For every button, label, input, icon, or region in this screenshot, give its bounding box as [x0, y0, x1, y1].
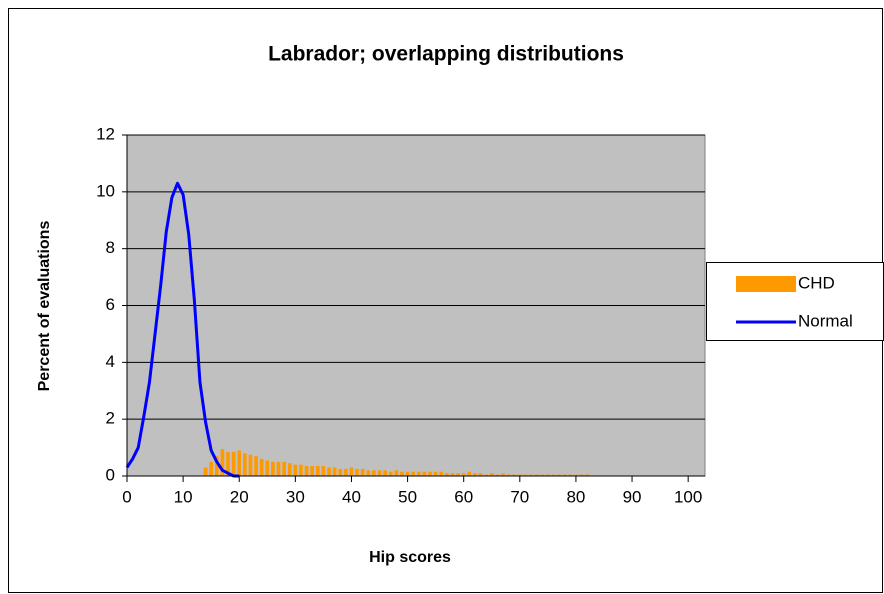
bar: [433, 471, 438, 476]
y-tick-label: 10: [96, 181, 115, 200]
bar: [467, 471, 472, 476]
bar: [287, 463, 292, 476]
x-tick-label: 10: [174, 487, 193, 506]
x-tick-label: 40: [342, 487, 361, 506]
bar: [562, 474, 567, 476]
bar: [366, 470, 371, 476]
x-tick-label: 70: [510, 487, 529, 506]
bar: [512, 474, 517, 476]
y-tick-label: 2: [106, 409, 115, 428]
bar: [557, 474, 561, 476]
bar: [327, 467, 331, 476]
legend-label: Normal: [798, 311, 853, 330]
bar: [540, 474, 545, 476]
bar: [574, 474, 578, 476]
bar: [501, 473, 505, 476]
y-tick-label: 8: [106, 238, 115, 257]
bar: [450, 473, 455, 476]
bar: [383, 470, 387, 476]
bar: [203, 467, 208, 476]
bar: [237, 450, 242, 476]
bar: [231, 451, 236, 476]
bar: [551, 474, 556, 476]
x-tick-label: 50: [398, 487, 417, 506]
bar: [344, 468, 348, 476]
bar: [568, 474, 573, 476]
bar: [461, 473, 466, 476]
bar: [411, 471, 416, 476]
bar: [299, 464, 303, 476]
bar: [243, 453, 247, 476]
chart-title: Labrador; overlapping distributions: [268, 43, 624, 66]
bar: [304, 466, 309, 476]
bar: [416, 471, 421, 476]
bar: [489, 473, 494, 476]
bar: [478, 473, 483, 476]
bar: [523, 474, 528, 476]
bar: [360, 468, 365, 476]
line: [125, 181, 240, 478]
x-tick-label: 100: [674, 487, 702, 506]
bar: [226, 451, 230, 476]
bar: [422, 471, 427, 476]
x-tick-label: 60: [454, 487, 473, 506]
bar: [529, 474, 533, 476]
y-tick-label: 4: [106, 352, 115, 371]
y-tick-label: 12: [96, 124, 115, 143]
bar: [372, 470, 376, 476]
bar: [579, 474, 584, 476]
bar: [265, 460, 270, 476]
bar: [394, 470, 399, 476]
bar: [214, 456, 219, 476]
bar: [388, 471, 393, 476]
bar: [400, 471, 404, 476]
bar: [209, 461, 213, 476]
bar: [293, 464, 298, 476]
x-tick-label: 30: [286, 487, 305, 506]
y-tick-label: 0: [106, 465, 115, 484]
legend-box: [706, 262, 884, 341]
bar: [355, 468, 359, 476]
legend-swatch: [736, 276, 796, 292]
bar: [456, 473, 460, 476]
bar: [439, 471, 444, 476]
bar: [428, 471, 432, 476]
bar: [259, 458, 264, 476]
bar: [338, 468, 343, 476]
legend-label: CHD: [798, 273, 835, 292]
bar: [332, 467, 337, 476]
x-tick-label: 80: [566, 487, 585, 506]
bar: [484, 474, 488, 476]
bar: [546, 474, 550, 476]
bar: [534, 474, 539, 476]
y-axis-title: Percent of evaluations: [36, 221, 53, 392]
bar: [585, 474, 589, 476]
x-axis-title: Hip scores: [369, 549, 451, 566]
bar: [321, 466, 326, 476]
bar: [495, 474, 500, 476]
bar: [248, 454, 253, 476]
x-tick-label: 0: [122, 487, 131, 506]
bar: [254, 456, 258, 476]
x-tick-label: 20: [230, 487, 249, 506]
bar: [506, 474, 511, 476]
bar: [315, 466, 320, 476]
bar: [282, 461, 286, 476]
bar: [445, 473, 449, 476]
bar: [405, 471, 410, 476]
bar: [517, 474, 522, 476]
y-tick-label: 6: [106, 295, 115, 314]
x-tick-label: 90: [623, 487, 642, 506]
bar: [377, 470, 382, 476]
bar: [220, 449, 225, 476]
bar: [473, 473, 477, 476]
bar: [271, 461, 275, 476]
bar: [310, 466, 315, 476]
bar: [276, 461, 281, 476]
bar: [349, 467, 354, 476]
